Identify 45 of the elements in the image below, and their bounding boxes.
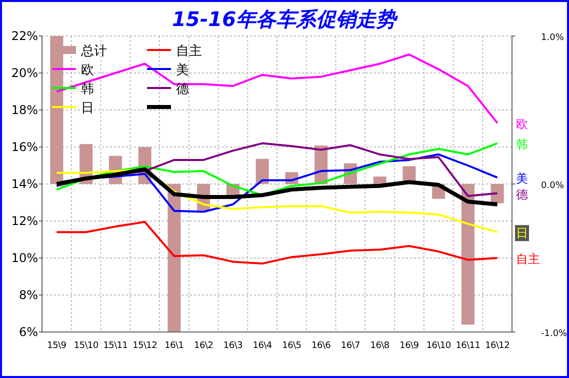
x-tick-label: 16\6: [312, 341, 332, 351]
y-tick-label: 8%: [18, 288, 38, 302]
y-tick-label: 20%: [11, 66, 38, 80]
x-tick-label: 16\12: [485, 341, 510, 351]
x-tick-label: 15\10: [74, 341, 99, 351]
x-tick-label: 16\3: [223, 341, 242, 351]
x-tick-label: 16\8: [370, 341, 390, 351]
x-tick-label: 16\9: [400, 341, 420, 351]
y2-tick-label: 0.0%: [541, 181, 564, 191]
legend-label: 总计: [80, 44, 107, 59]
text: 自主: [516, 252, 540, 266]
text: 欧: [516, 116, 528, 131]
y-tick-label: 22%: [11, 29, 38, 43]
text: 美: [516, 172, 528, 186]
legend-label: 韩: [81, 82, 94, 97]
x-tick-label: 15\9: [47, 341, 67, 351]
text: 日: [516, 226, 528, 240]
y2-tick-label: -1.0%: [541, 329, 568, 339]
legend-label: 日: [81, 101, 94, 116]
legend-label: 自主: [176, 43, 202, 59]
y-tick-label: 10%: [11, 251, 38, 265]
x-tick-label: 15\12: [132, 341, 158, 351]
y-tick-label: 14%: [11, 177, 38, 191]
x-tick-label: 16\5: [282, 341, 302, 351]
bar: [50, 36, 64, 184]
x-tick-label: 16\4: [252, 341, 272, 351]
chart-title: 15-16年各车系促销走势: [172, 7, 399, 31]
x-tick-label: 16\1: [164, 341, 184, 351]
x-tick-label: 16\2: [194, 341, 214, 351]
x-tick-label: 16\10: [426, 341, 452, 351]
legend-label: 德: [176, 82, 189, 97]
y-tick-label: 18%: [11, 103, 38, 117]
y2-tick-label: 1.0%: [541, 33, 564, 43]
y-tick-label: 6%: [18, 325, 38, 339]
x-tick-label: 16\7: [340, 341, 360, 351]
y-tick-label: 16%: [11, 140, 38, 154]
text: 德: [516, 187, 528, 202]
legend-label: 美: [176, 62, 189, 78]
bar: [461, 184, 474, 325]
text: 韩: [516, 137, 528, 152]
y-tick-label: 12%: [11, 214, 38, 228]
bar: [168, 184, 181, 332]
legend-label: 欧: [81, 63, 94, 78]
x-tick-label: 16\11: [456, 341, 480, 351]
x-tick-label: 15\11: [103, 341, 128, 351]
